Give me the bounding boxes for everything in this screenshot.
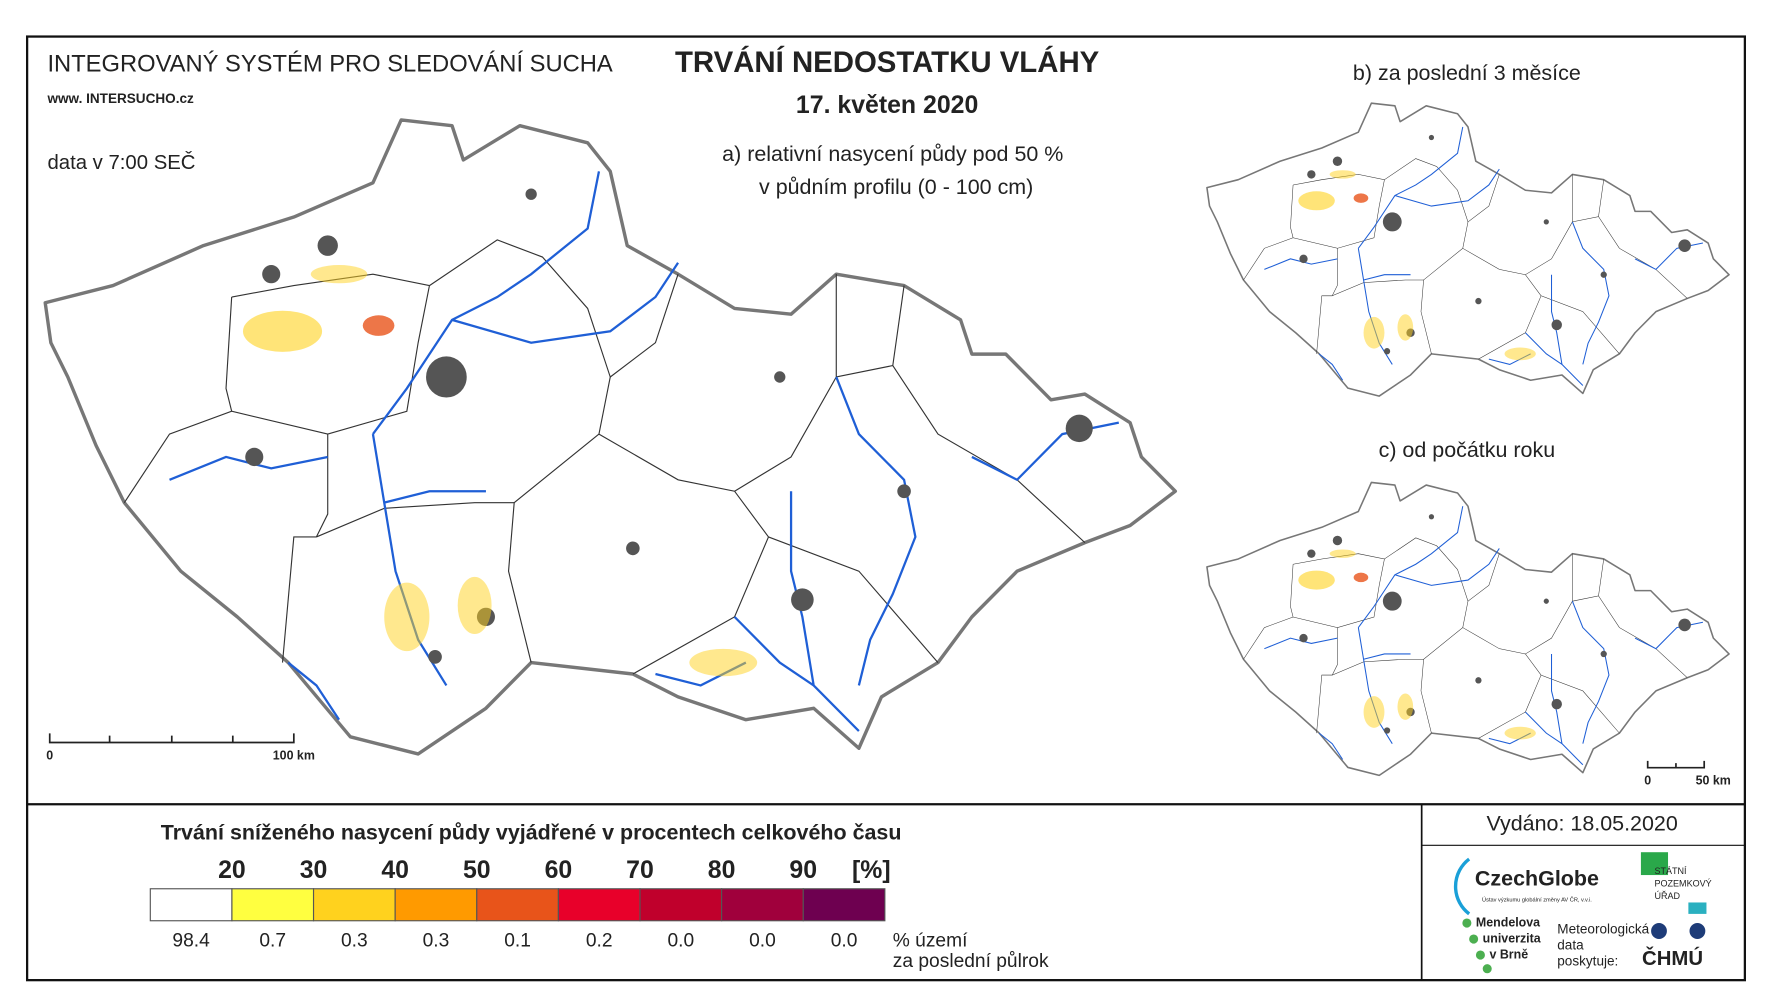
mendelu-dots xyxy=(1462,918,1492,974)
meteo: data xyxy=(1557,937,1584,952)
legend-threshold: 20 xyxy=(218,856,246,884)
legend-share: 98.4 xyxy=(172,930,210,951)
legend-share: 0.0 xyxy=(749,930,776,951)
legend-swatch xyxy=(312,888,396,922)
legend-share: 0.2 xyxy=(586,930,613,951)
legend-swatch xyxy=(802,888,886,922)
scale-label: 100 km xyxy=(273,749,315,763)
mendelu: univerzita xyxy=(1483,931,1542,945)
panel-a-title: a) relativní nasycení půdy pod 50 % xyxy=(722,141,1063,166)
meteo: poskytuje: xyxy=(1557,953,1618,968)
legend-share: 0.0 xyxy=(667,930,694,951)
legend-share: 0.7 xyxy=(259,930,286,951)
title: TRVÁNÍ NEDOSTATKU VLÁHY xyxy=(675,45,1100,79)
legend-swatch xyxy=(149,888,233,922)
czechglobe: CzechGlobe xyxy=(1475,865,1599,890)
mendelu: v Brně xyxy=(1489,947,1528,961)
share-label: % území xyxy=(893,930,968,951)
system-name: INTEGROVANÝ SYSTÉM PRO SLEDOVÁNÍ SUCHA xyxy=(47,50,612,77)
legend-share: 0.0 xyxy=(831,930,858,951)
legend-share: 0.1 xyxy=(504,930,531,951)
legend-swatch xyxy=(476,888,559,922)
spu: STÁTNÍ xyxy=(1654,866,1687,876)
legend-title: Trvání sníženého nasycení půdy vyjádřené… xyxy=(161,820,902,845)
website: www. INTERSUCHO.cz xyxy=(46,91,193,106)
issued: Vydáno: 18.05.2020 xyxy=(1486,810,1677,835)
legend-swatch xyxy=(557,888,641,922)
legend-threshold: 50 xyxy=(463,856,491,884)
legend-swatch xyxy=(231,888,315,922)
czechglobe-sub: Ústav výzkumu globální změny AV ČR, v.v.… xyxy=(1482,897,1592,904)
scale-label: 0 xyxy=(1644,774,1651,788)
chmu: ČHMÚ xyxy=(1642,946,1703,970)
legend-swatch xyxy=(394,888,478,922)
legend-threshold: 70 xyxy=(626,856,654,884)
share-label: za poslední půlrok xyxy=(893,950,1049,972)
legend-threshold: 30 xyxy=(300,856,328,884)
czechglobe-logo xyxy=(1453,857,1471,916)
spu: POZEMKOVÝ xyxy=(1654,879,1711,889)
mendelu: Mendelova xyxy=(1476,915,1541,929)
scale-bar xyxy=(48,733,295,744)
legend-share: 0.3 xyxy=(341,930,368,951)
scale-bar xyxy=(1646,760,1706,769)
panel-a-subtitle: v půdním profilu (0 - 100 cm) xyxy=(759,174,1033,199)
panel-c-title: c) od počátku roku xyxy=(1379,437,1556,462)
legend-threshold: 40 xyxy=(381,856,409,884)
legend-swatch xyxy=(639,888,723,922)
data-time: data v 7:00 SEČ xyxy=(47,151,195,174)
chmu-mark xyxy=(1688,902,1707,914)
spu-logo xyxy=(1640,852,1669,876)
panel-b-title: b) za poslední 3 měsíce xyxy=(1353,60,1581,85)
scale-label: 50 km xyxy=(1696,774,1731,788)
legend-swatch xyxy=(721,888,804,922)
legend-threshold: 90 xyxy=(789,856,817,884)
legend-threshold: 80 xyxy=(708,856,736,884)
meteo: Meteorologická xyxy=(1557,921,1649,936)
legend-unit: [%] xyxy=(852,856,891,884)
scale-label: 0 xyxy=(46,749,53,763)
date: 17. květen 2020 xyxy=(796,91,978,119)
spu: ÚŘAD xyxy=(1654,891,1680,901)
legend-threshold: 60 xyxy=(545,856,573,884)
legend-share: 0.3 xyxy=(423,930,450,951)
chmu-logo xyxy=(1651,923,1706,940)
legend: 98.4 0.7 0.3 0.3 0.1 0.2 0.0 0.0 0.0 20 30 40 50 60 70… xyxy=(149,856,886,951)
